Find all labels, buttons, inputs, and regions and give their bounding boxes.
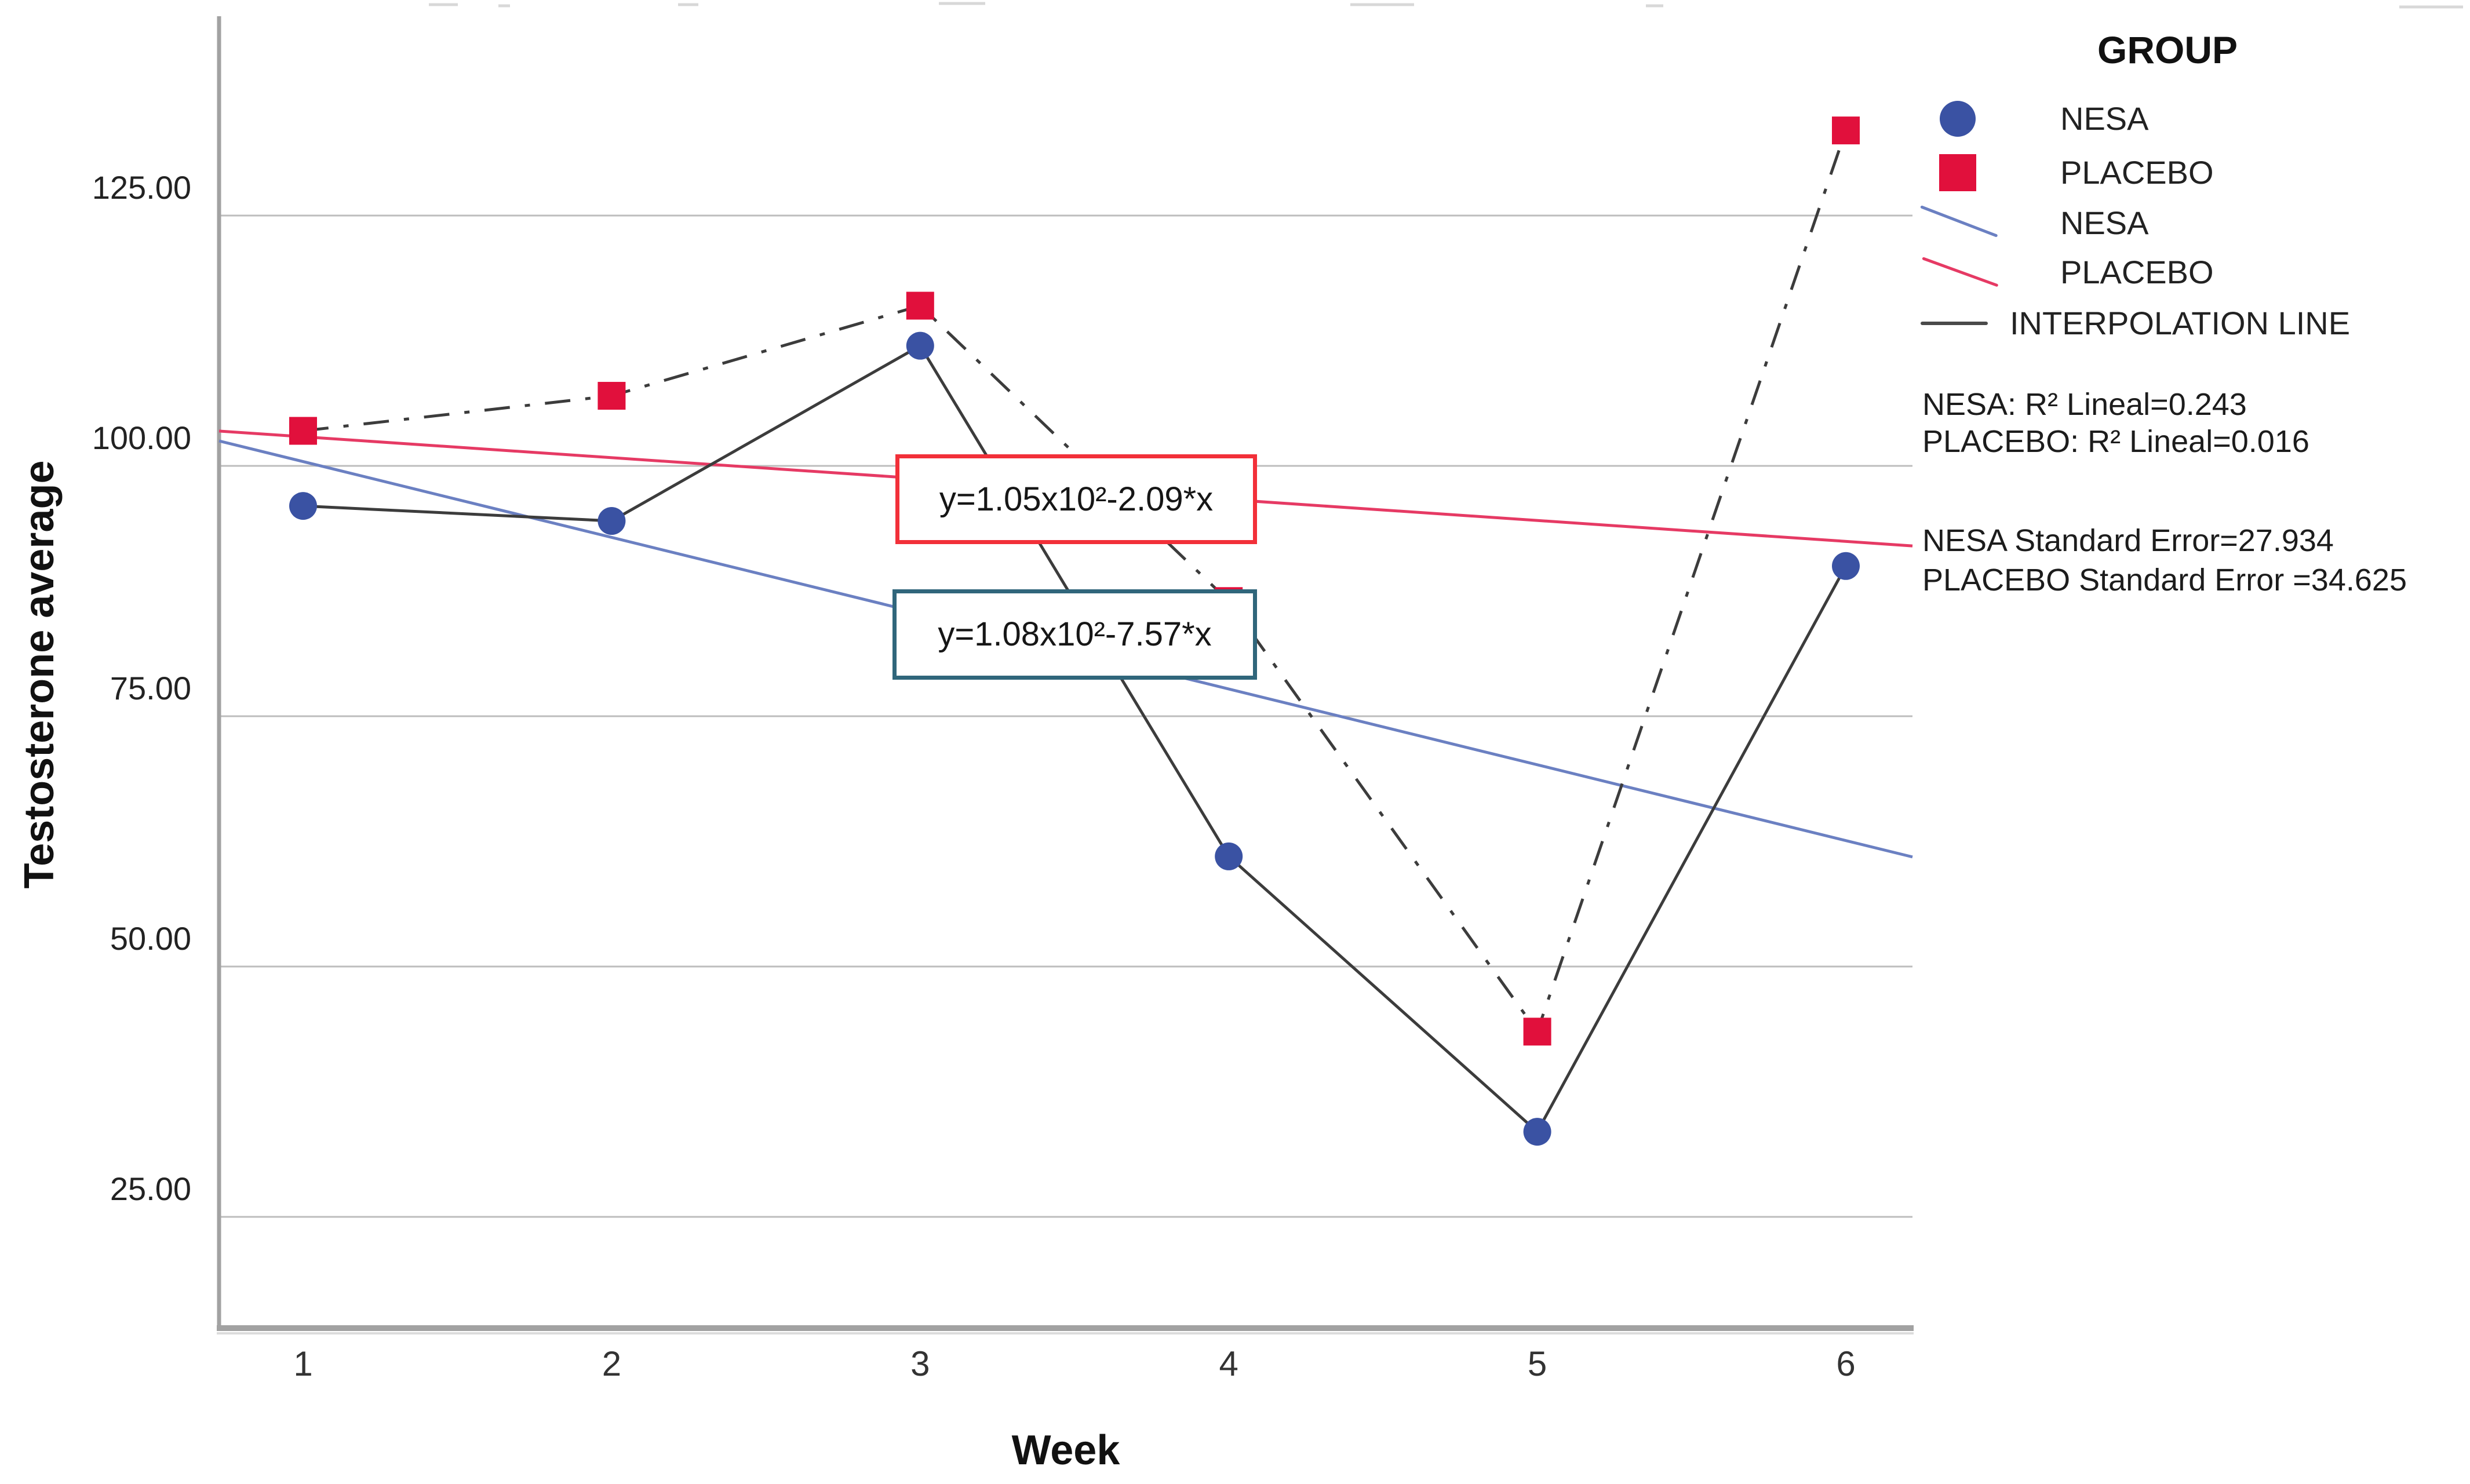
nesa-marker-week-3 [906,331,934,360]
y-tick-label-50.00: 50.00 [110,920,191,957]
legend: GROUP NESA PLACEBO NESA PLACEBO INTERPOL… [1901,23,2470,661]
nesa-equation-box: y=1.08x10²-7.57*x [892,589,1257,680]
nesa-marker-week-2 [598,507,626,535]
standard-error-stats: NESA Standard Error=27.934 PLACEBO Stand… [1922,521,2407,600]
placebo-marker-week-3 [906,291,934,320]
legend-title: GROUP [2097,28,2238,71]
nesa-std-error-text: NESA Standard Error=27.934 [1922,523,2334,558]
x-tick-label-5: 5 [1527,1344,1547,1383]
x-tick-label-2: 2 [602,1344,622,1383]
y-tick-label-100.00: 100.00 [92,420,191,456]
x-axis-title: Week [1011,1427,1120,1474]
nesa-r2-text: NESA: R² Lineal=0.243 [1922,387,2247,422]
nesa-fit-line-icon [1920,205,1998,238]
nesa-marker-week-6 [1832,552,1860,580]
placebo-marker-week-2 [598,382,626,410]
nesa-circle-marker-icon [1940,101,1976,137]
nesa-marker-week-4 [1215,842,1243,870]
nesa-equation-text: y=1.08x10²-7.57*x [938,615,1212,653]
y-tick-label-25.00: 25.00 [110,1171,191,1207]
placebo-marker-week-5 [1523,1018,1551,1046]
placebo-fit-line-icon [1922,257,1999,287]
placebo-r2-text: PLACEBO: R² Lineal=0.016 [1922,424,2309,459]
x-tick-label-6: 6 [1836,1344,1856,1383]
x-tick-label-1: 1 [293,1344,313,1383]
x-tick-label-3: 3 [910,1344,930,1383]
placebo-equation-box: y=1.05x10²-2.09*x [895,454,1257,544]
placebo-square-marker-icon [1939,154,1976,191]
r-squared-stats: NESA: R² Lineal=0.243 PLACEBO: R² Lineal… [1922,386,2309,460]
legend-item-placebo-marker: PLACEBO [2060,154,2214,191]
legend-item-interpolation: INTERPOLATION LINE [2010,305,2351,341]
y-tick-label-125.00: 125.00 [92,169,191,206]
placebo-interpolation-line [303,130,1848,1035]
legend-item-nesa-marker: NESA [2060,100,2149,137]
legend-item-placebo-fit: PLACEBO [2060,254,2214,290]
y-tick-label-75.00: 75.00 [110,670,191,706]
legend-item-nesa-fit: NESA [2060,205,2149,241]
x-tick-label-4: 4 [1219,1344,1238,1383]
placebo-marker-week-1 [289,417,317,445]
placebo-std-error-text: PLACEBO Standard Error =34.625 [1922,563,2407,597]
nesa-marker-week-5 [1523,1118,1551,1146]
interpolation-line-icon [1921,322,1988,325]
placebo-equation-text: y=1.05x10²-2.09*x [939,480,1214,518]
nesa-marker-week-1 [289,492,317,520]
placebo-marker-week-6 [1832,116,1860,145]
